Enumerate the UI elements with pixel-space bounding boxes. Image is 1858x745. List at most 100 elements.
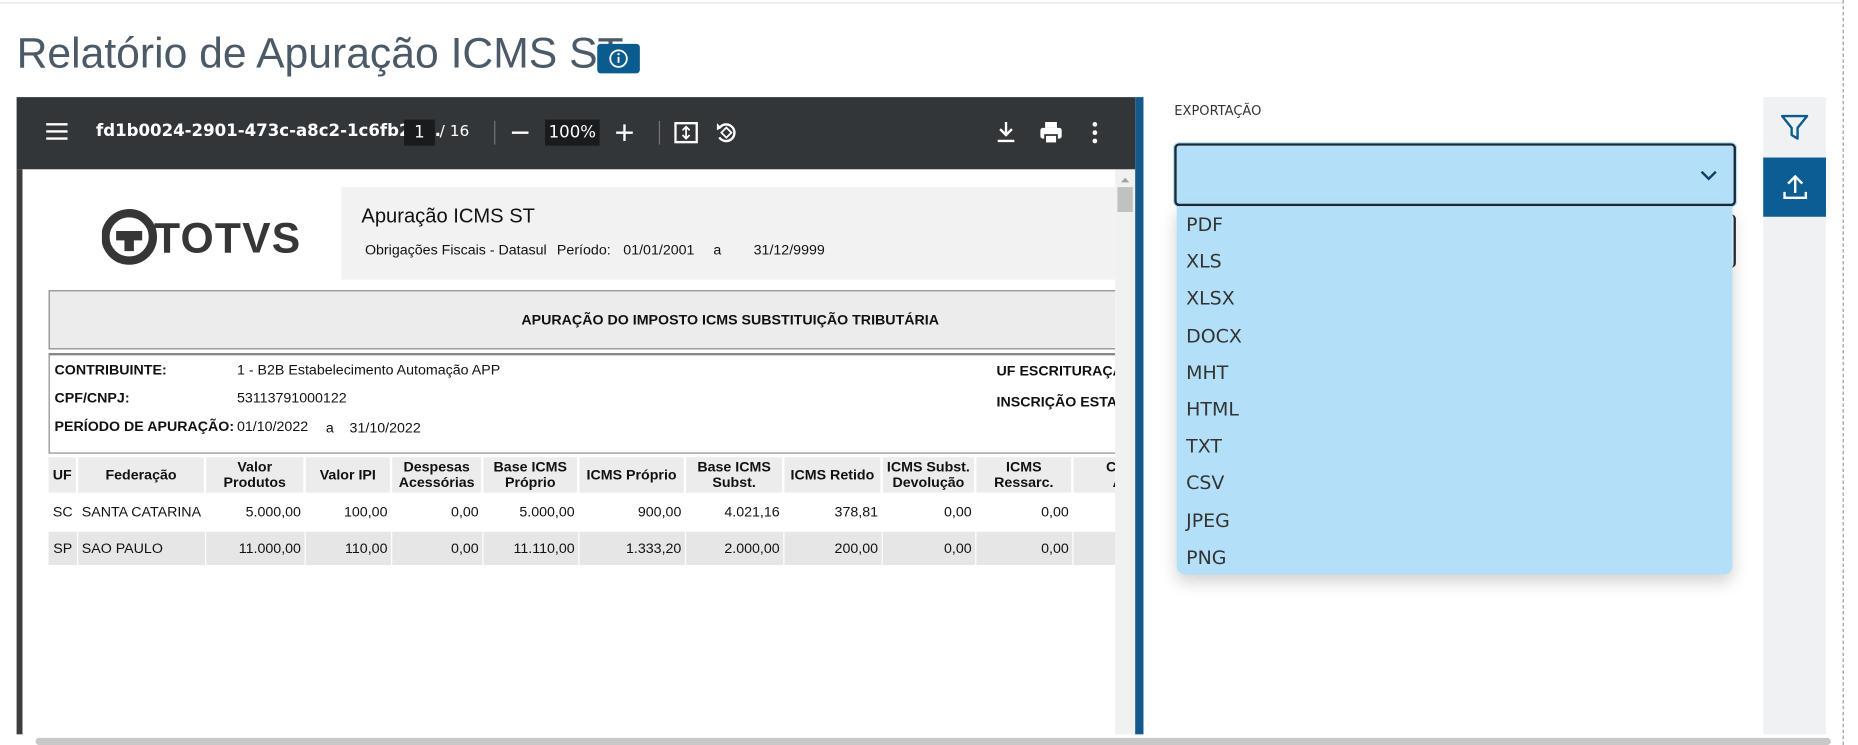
table-cell: SC (52, 503, 73, 520)
upload-icon (1783, 174, 1808, 199)
zoom-in[interactable] (615, 123, 634, 142)
zoom-out[interactable] (511, 123, 530, 142)
more-menu[interactable] (1090, 121, 1099, 145)
header-line: Base ICMS (493, 458, 568, 475)
cell-divider (391, 495, 393, 529)
logo: TOTVS (101, 208, 300, 265)
print[interactable] (1039, 121, 1063, 145)
horizontal-scrollbar[interactable] (35, 737, 1831, 745)
cell-divider (1072, 531, 1074, 565)
info-label: CONTRIBUINTE: (54, 361, 167, 378)
cell-divider (783, 495, 785, 529)
export-select[interactable] (1174, 143, 1736, 207)
cell-divider (975, 495, 977, 529)
export-option[interactable]: PDF (1186, 213, 1224, 236)
rotate[interactable] (713, 120, 739, 146)
cell-divider (204, 531, 207, 565)
export-option[interactable]: JPEG (1186, 508, 1230, 532)
table-row (48, 531, 1116, 565)
header-line: ICMS Próprio (586, 466, 677, 483)
viewer-scrollbar[interactable] (1115, 169, 1136, 735)
download[interactable] (995, 121, 1016, 145)
info-button[interactable] (597, 43, 640, 74)
info-value: 01/10/2022 (236, 418, 309, 435)
table-header: Base ICMS Próprio (483, 457, 578, 493)
info-sep: a (325, 419, 334, 436)
period-label: Período: (556, 241, 611, 259)
logo-icon (101, 209, 158, 265)
table-header: CrédAn (1073, 457, 1116, 493)
export-option[interactable]: HTML (1186, 397, 1239, 421)
export-option[interactable]: PNG (1186, 545, 1227, 569)
cell-divider (482, 531, 484, 565)
header-line: Acessórias (398, 473, 475, 491)
table-header: Despesas Acessórias (392, 457, 482, 493)
table-cell: 2.000,00 (724, 540, 780, 557)
top-border (0, 2, 1844, 4)
header-line: An (1113, 474, 1115, 490)
doc-subtitle: Obrigações Fiscais - Datasul (364, 241, 547, 259)
export-label: EXPORTAÇÃO (1174, 103, 1262, 119)
header-line: Devolução (892, 473, 965, 491)
table-header: ICMS Ressarc. (976, 457, 1072, 493)
pdf-page: TOTVS Apuração ICMS ST Obrigações Fiscais … (22, 169, 1116, 735)
export-options: PDF XLS XLSX DOCX MHT HTML TXT CSV JPEG PNG (1176, 206, 1733, 575)
fit-page[interactable] (674, 121, 698, 145)
filter-button[interactable] (1780, 113, 1810, 143)
section-box: APURAÇÃO DO IMPOSTO ICMS SUBSTITUIÇÃO TR… (48, 290, 1116, 350)
table-header: ICMS Subst. Devolução (882, 457, 975, 493)
export-option[interactable]: XLSX (1186, 287, 1235, 310)
info-label: CPF/CNPJ: (54, 389, 130, 407)
cell-divider (684, 531, 687, 565)
header-line: Despesas (403, 458, 470, 475)
table-cell: 0,00 (451, 503, 479, 520)
header-line: ICMS Retido (790, 466, 875, 483)
table-cell: SANTA CATARINA (81, 503, 202, 520)
cell-divider (684, 495, 687, 529)
zoom-input[interactable]: 100% (545, 119, 600, 146)
period-end: 31/12/9999 (753, 241, 825, 259)
export-option[interactable]: DOCX (1186, 324, 1242, 347)
table-cell: 11.000,00 (238, 540, 301, 557)
logo-text: TOTVS (154, 213, 302, 262)
cell-divider (304, 495, 306, 529)
table-cell: 1.333,20 (625, 540, 682, 557)
period-sep: a (713, 241, 722, 259)
cell-divider (975, 531, 977, 565)
table-row (48, 495, 1116, 529)
cell-divider (881, 531, 883, 565)
hidden-field-edge (1724, 214, 1736, 268)
export-option[interactable]: CSV (1186, 471, 1225, 495)
scroll-arrow (1120, 177, 1130, 183)
table-cell: 200,00 (834, 540, 879, 557)
table-header: Valor Produtos (206, 457, 304, 493)
export-option[interactable]: MHT (1186, 361, 1229, 384)
header-line: Valor IPI (319, 466, 376, 483)
table-cell: SAO PAULO (81, 540, 163, 557)
table-header: ICMS Próprio (579, 457, 684, 493)
info-box (48, 352, 1116, 454)
table-cell: 100,00 (343, 503, 388, 520)
page-input[interactable]: 1 (404, 119, 435, 146)
cell-divider (783, 531, 785, 565)
table-cell: 11.110,00 (513, 540, 575, 557)
menu-button[interactable] (45, 121, 69, 142)
info-label: PERÍODO DE APURAÇÃO: (54, 418, 235, 435)
panel-divider (1135, 97, 1144, 735)
table-cell: 900,00 (637, 503, 682, 520)
cell-divider (578, 531, 580, 565)
info-value: 1 - B2B Estabelecimento Automação APP (236, 361, 501, 378)
cell-divider (881, 495, 883, 529)
table-header: Valor IPI (305, 457, 390, 493)
header-line: Produtos (223, 473, 286, 491)
export-button[interactable] (1763, 157, 1827, 217)
chevron (1700, 170, 1717, 181)
header-line: Subst. (712, 473, 756, 491)
export-option[interactable]: XLS (1186, 250, 1222, 273)
scroll-thumb[interactable] (1117, 187, 1133, 213)
export-option[interactable]: TXT (1186, 434, 1222, 458)
table-cell: 0,00 (943, 503, 972, 520)
